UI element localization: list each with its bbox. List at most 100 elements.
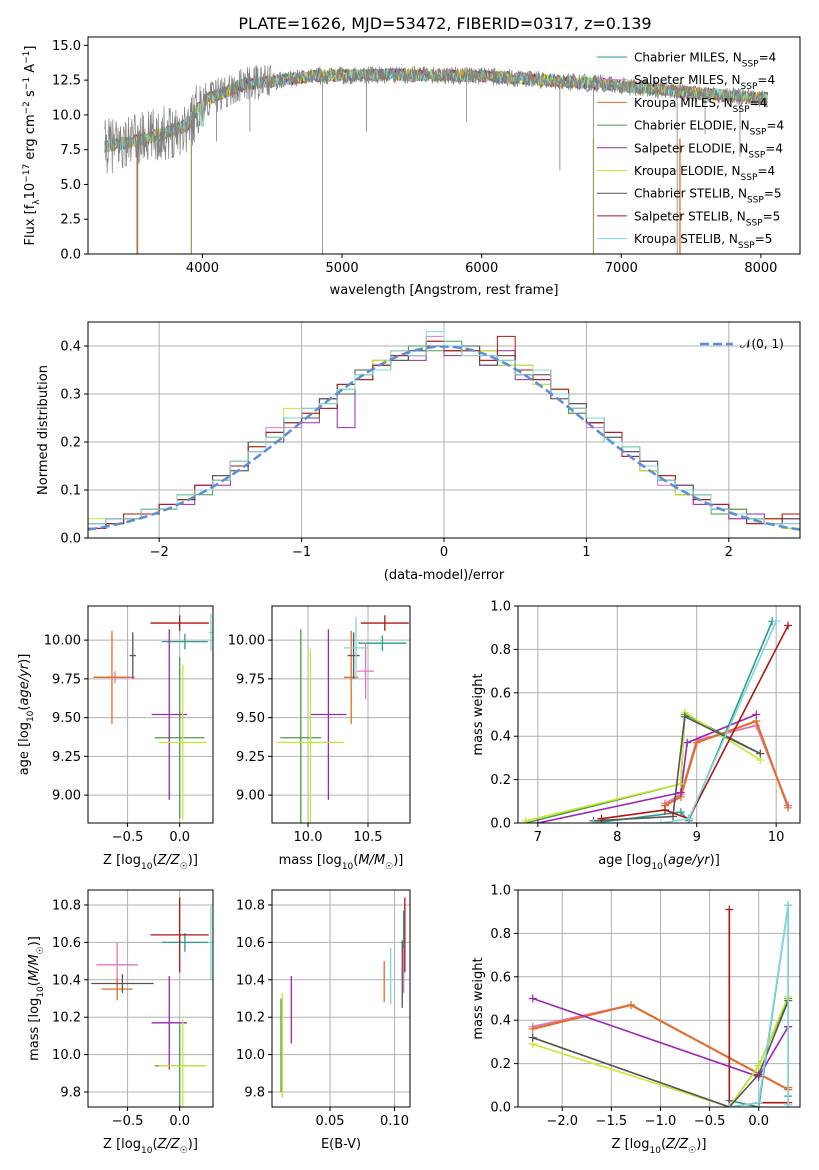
weight-marker	[754, 1070, 763, 1079]
plot-area	[93, 613, 213, 820]
y-tick-label: 9.8	[244, 1086, 265, 1101]
y-tick-label: 9.75	[52, 672, 81, 687]
weight-marker	[772, 617, 781, 626]
x-tick-label: 0.0	[169, 830, 190, 845]
legend-entry: Chabrier MILES, NSSP=4	[634, 51, 776, 70]
y-tick-label: 0.3	[60, 388, 81, 403]
legend-entry: Kroupa MILES, NSSP=4	[634, 96, 767, 115]
x-tick-label: 9	[693, 830, 701, 845]
y-tick-label: 0.0	[490, 1101, 511, 1116]
y-tick-label: 10.6	[52, 936, 81, 951]
y-axis-label: mass [log10(M/M☉)]	[27, 936, 46, 1061]
y-tick-label: 0.8	[490, 643, 511, 658]
x-tick-label: 8000	[744, 261, 777, 276]
weight-marker	[784, 803, 793, 812]
observed-spectrum-line	[104, 64, 769, 174]
x-tick-label: 0.0	[748, 1114, 769, 1129]
x-tick-label: −2.0	[546, 1114, 578, 1129]
y-tick-label: 10.6	[236, 936, 265, 951]
weight-marker	[668, 812, 677, 821]
y-tick-label: 0.4	[490, 730, 511, 745]
x-tick-label: 2	[725, 545, 733, 560]
x-tick-label: −1	[292, 545, 311, 560]
y-tick-label: 10.0	[236, 1048, 265, 1063]
legend-entry: Kroupa STELIB, NSSP=5	[634, 232, 772, 251]
weight-marker	[684, 814, 693, 823]
plot-area	[528, 901, 793, 1107]
residual-histogram-panel: −2 −1 0 1 2 0.0 0.1 0.2 0.3 0.4 𝒩(0, 1) (data-model…	[36, 321, 801, 583]
x-tick-label: 1	[582, 545, 590, 560]
y-axis-label: Normed distribution	[36, 365, 51, 495]
y-axis-label: mass weight	[471, 957, 486, 1039]
x-tick-label: 7000	[605, 261, 638, 276]
weight-line	[532, 995, 789, 1107]
axes-frame	[87, 605, 214, 824]
y-tick-label: 10.8	[52, 898, 81, 913]
x-tick-label: 0.0	[169, 1114, 190, 1129]
x-axis-label: E(B-V)	[321, 1137, 361, 1152]
axes-frame	[517, 605, 801, 824]
y-tick-label: 10.00	[44, 634, 81, 649]
legend-entry: Salpeter MILES, NSSP=4	[634, 73, 775, 92]
y-tick-label: 10.2	[236, 1011, 265, 1026]
x-axis-label: Z [log10(Z/Z☉)]	[103, 853, 198, 872]
y-tick-label: 0.2	[60, 436, 81, 451]
weight-marker	[676, 808, 685, 817]
y-tick-label: 10.0	[52, 1048, 81, 1063]
weight-marker	[597, 814, 606, 823]
weight-marker	[725, 1103, 734, 1107]
y-tick-label: 1.0	[490, 600, 511, 615]
x-tick-label: 10.0	[294, 830, 323, 845]
x-tick-label: 10.5	[354, 830, 383, 845]
figure-title: PLATE=1626, MJD=53472, FIBERID=0317, z=0…	[238, 14, 651, 33]
x-tick-label: −2	[150, 545, 169, 560]
spectrum-panel: 4000 5000 6000 7000 8000 0.0 2.5 5.0 7.5 10.0 12.5…	[22, 36, 801, 298]
weight-marker	[589, 819, 598, 823]
weight-marker	[784, 1100, 793, 1107]
plot-area	[276, 615, 409, 823]
x-tick-label: −1.0	[645, 1114, 677, 1129]
axes-frame	[87, 889, 214, 1108]
plot-area	[280, 897, 406, 1098]
x-axis-label: (data-model)/error	[384, 568, 505, 583]
weight-marker	[528, 1033, 537, 1042]
x-tick-label: −0.5	[112, 1114, 144, 1129]
x-tick-label: 8	[613, 830, 621, 845]
weight-line	[729, 905, 789, 1107]
y-tick-label: 9.50	[236, 711, 265, 726]
y-tick-label: 0.1	[60, 484, 81, 499]
y-tick-label: 0.0	[60, 248, 81, 263]
weight-marker	[521, 816, 530, 823]
weight-vs-age-panel: 7 8 9 10 0.0 0.2 0.4 0.6 0.8 1.0 age [log10(age/yr…	[471, 600, 801, 872]
y-tick-label: 0.4	[490, 1014, 511, 1029]
y-tick-label: 10.4	[52, 973, 81, 988]
y-tick-label: 15.0	[52, 39, 81, 54]
y-tick-label: 0.2	[490, 1057, 511, 1072]
legend-entry: Chabrier ELODIE, NSSP=4	[634, 119, 784, 138]
axes-frame	[271, 605, 411, 824]
y-tick-label: 0.6	[490, 686, 511, 701]
legend-entry: 𝒩(0, 1)	[740, 337, 784, 351]
x-tick-label: 10	[768, 830, 785, 845]
plot-area	[521, 617, 793, 823]
plot-area	[88, 331, 800, 531]
y-tick-label: 10.8	[236, 898, 265, 913]
weight-marker	[756, 749, 765, 758]
x-axis-label: age [log10(age/yr)]	[598, 853, 720, 872]
weight-marker	[533, 819, 542, 823]
weight-line	[601, 625, 789, 820]
legend-entry: Salpeter STELIB, NSSP=5	[634, 209, 780, 228]
weight-marker	[784, 901, 793, 910]
y-axis-label: mass weight	[471, 673, 486, 755]
plot-area	[91, 897, 213, 1107]
y-tick-label: 5.0	[60, 178, 81, 193]
x-axis-label: Z [log10(Z/Z☉)]	[103, 1137, 198, 1156]
x-tick-label: 5000	[326, 261, 359, 276]
x-tick-label: 0.10	[380, 1114, 409, 1129]
x-tick-label: 0	[440, 545, 448, 560]
weight-marker	[784, 621, 793, 630]
y-tick-label: 0.6	[490, 970, 511, 985]
weight-marker	[754, 1098, 763, 1107]
y-tick-label: 9.25	[52, 750, 81, 765]
